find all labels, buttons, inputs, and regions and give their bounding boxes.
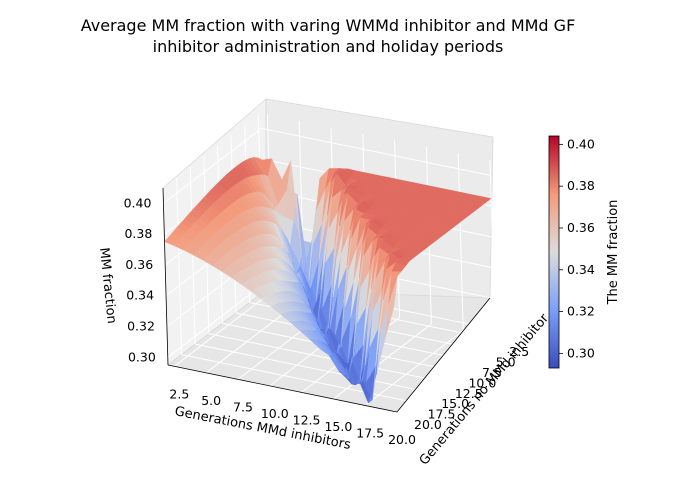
chart-title-line-2: inhibitor administration and holiday per… [153, 37, 504, 56]
x-tick-label: 2.5 [169, 386, 189, 401]
z-tick-label: 0.40 [124, 195, 152, 210]
z-axis-label: MM fraction [96, 247, 119, 325]
x-tick-label: 5.0 [201, 393, 221, 408]
y-tick-label: 20.0 [414, 417, 442, 432]
colorbar-tick-label: 0.34 [567, 262, 595, 277]
y-tick-label: 7.5 [482, 365, 502, 380]
x-axis-line [167, 364, 398, 413]
z-axis-ticks: 0.30 0.32 0.34 0.36 0.38 0.40 [124, 195, 156, 364]
y-tick-label: 5.0 [496, 355, 516, 370]
x-tick-label: 12.5 [293, 412, 321, 427]
grid-z-back [261, 127, 491, 176]
x-tick-label: 17.5 [356, 425, 384, 440]
chart-title-line-1: Average MM fraction with varing WMMd inh… [81, 16, 576, 35]
z-tick-label: 0.38 [124, 226, 152, 241]
y-tick-label: 2.5 [509, 344, 529, 359]
y-axis-ticks: 2.55.07.510.012.515.017.520.0 [414, 344, 529, 432]
colorbar-tick-label: 0.38 [567, 178, 595, 193]
colorbar-label: The MM fraction [606, 200, 621, 306]
y-tick-label: 15.0 [441, 396, 469, 411]
axis-edges [162, 187, 491, 413]
surface [164, 157, 492, 404]
colorbar-ticks: 0.30 0.32 0.34 0.36 0.38 0.40 [559, 136, 595, 360]
y-axis-line [396, 297, 491, 413]
grid-z-side [167, 281, 267, 358]
grid-y [195, 343, 425, 392]
z-tick-label: 0.30 [128, 349, 156, 364]
colorbar-tick-label: 0.30 [567, 345, 595, 360]
surface-patch [477, 196, 492, 202]
x-tick-label: 15.0 [324, 419, 352, 434]
grid-z-side [163, 127, 262, 204]
x-axis-ticks: 2.5 5.0 7.5 10.0 12.5 15.0 17.5 20.0 [169, 386, 416, 447]
colorbar-tick-label: 0.32 [567, 304, 595, 319]
z-tick-label: 0.36 [125, 257, 153, 272]
grid-y-side [189, 167, 196, 345]
x-tick-label: 20.0 [388, 432, 416, 447]
x-tick-label: 10.0 [261, 406, 289, 421]
x-tick-label: 7.5 [233, 399, 253, 414]
z-axis-line [162, 187, 169, 366]
grid-y [208, 333, 438, 382]
grid-x-back [457, 153, 464, 331]
z-tick-label: 0.32 [127, 319, 155, 334]
grid-x-back [489, 159, 496, 338]
colorbar-tick-label: 0.36 [567, 220, 595, 235]
colorbar-gradient [548, 135, 560, 369]
colorbar-tick-label: 0.40 [567, 136, 595, 151]
y-tick-label: 12.5 [455, 386, 483, 401]
grid-y-side [176, 177, 183, 355]
z-tick-label: 0.34 [126, 288, 154, 303]
y-tick-label: 10.0 [468, 375, 496, 390]
y-tick-label: 17.5 [428, 407, 456, 422]
colorbar: 0.30 0.32 0.34 0.36 0.38 0.40 The MM fraction [548, 135, 621, 369]
